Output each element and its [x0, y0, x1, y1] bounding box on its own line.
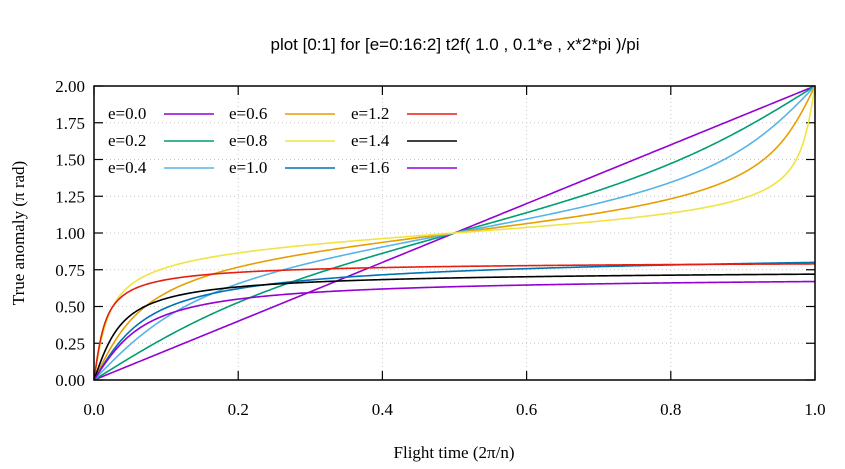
series-line-e-1_2 [93, 263, 816, 381]
legend-entry: e=0.8 [229, 131, 335, 150]
y-tick-label: 1.00 [55, 224, 85, 243]
legend-label: e=0.0 [108, 104, 146, 123]
legend-entry: e=0.0 [108, 104, 214, 123]
series-line-e-0_8 [93, 85, 816, 381]
x-tick-label: 0.6 [516, 400, 537, 419]
y-tick-label: 1.25 [55, 187, 85, 206]
series-line-e-1_0 [93, 261, 816, 381]
legend-entry: e=1.2 [351, 104, 457, 123]
legend-entry: e=1.6 [351, 158, 457, 177]
legend-label: e=1.6 [351, 158, 389, 177]
y-tick-label: 1.50 [55, 151, 85, 170]
legend-label: e=0.4 [108, 158, 147, 177]
legend-label: e=1.4 [351, 131, 390, 150]
y-tick-label: 0.00 [55, 371, 85, 390]
legend-label: e=0.8 [229, 131, 267, 150]
y-tick-label: 0.50 [55, 298, 85, 317]
x-tick-labels: 0.0 0.2 0.4 0.6 0.8 1.0 [83, 400, 825, 419]
legend-label: e=1.2 [351, 104, 389, 123]
legend-entry: e=0.6 [229, 104, 335, 123]
x-tick-label: 0.8 [660, 400, 681, 419]
y-tick-label: 0.75 [55, 261, 85, 280]
y-tick-label: 0.25 [55, 334, 85, 353]
legend-entry: e=1.4 [351, 131, 457, 150]
x-tick-label: 1.0 [804, 400, 825, 419]
x-tick-label: 0.4 [372, 400, 394, 419]
y-tick-label: 2.00 [55, 77, 85, 96]
chart-title: plot [0:1] for [e=0:16:2] t2f( 1.0 , 0.1… [270, 35, 639, 54]
legend-entry: e=0.4 [108, 158, 214, 177]
x-axis-label: Flight time (2π/n) [394, 443, 515, 462]
x-tick-label: 0.2 [228, 400, 249, 419]
legend-entry: e=1.0 [229, 158, 335, 177]
legend-label: e=0.2 [108, 131, 146, 150]
y-tick-labels: 0.00 0.25 0.50 0.75 1.00 1.25 1.50 1.75 2.00 [55, 77, 85, 390]
legend-label: e=0.6 [229, 104, 267, 123]
legend-entry: e=0.2 [108, 131, 214, 150]
series-lines [93, 85, 816, 381]
legend-label: e=1.0 [229, 158, 267, 177]
legend: e=0.0 e=0.2 e=0.4 e=0.6 e=0.8 e=1.0 e=1.2 e=1.4… [108, 104, 457, 177]
y-tick-label: 1.75 [55, 114, 85, 133]
y-axis-label: True anomaly (π rad) [9, 161, 28, 305]
series-line-e-1_6 [93, 280, 816, 381]
series-line-e-1_4 [93, 273, 816, 381]
plot-frame [93, 85, 816, 381]
x-tick-label: 0.0 [83, 400, 104, 419]
